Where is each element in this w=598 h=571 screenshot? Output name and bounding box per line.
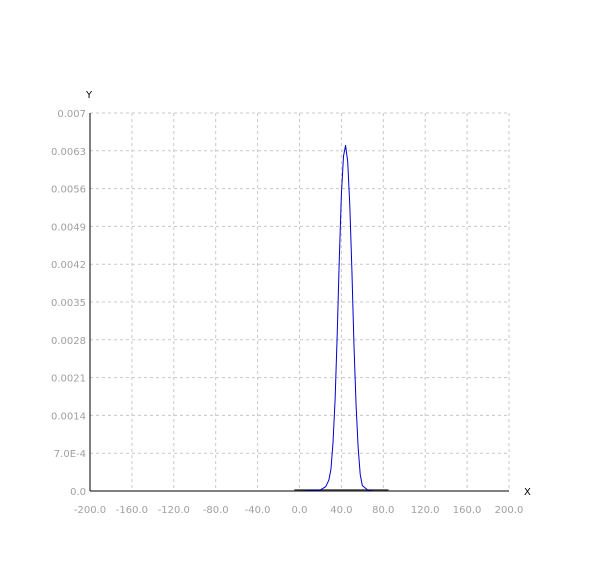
y-tick-label: 0.0014 [51,411,86,422]
y-tick-label: 0.0028 [51,336,86,347]
x-tick-label: -120.0 [158,505,190,516]
x-tick-label: -40.0 [245,505,271,516]
y-tick-label: 0.0063 [51,147,86,158]
x-tick-label: 80.0 [372,505,394,516]
y-tick-label: 0.0 [70,487,86,498]
y-tick-label: 0.0049 [51,222,86,233]
y-tick-labels: 0.0 7.0E-4 0.0014 0.0021 0.0028 0.0035 0.0042 0… [51,109,86,498]
y-tick-label: 0.0035 [51,298,86,309]
x-axis-title: X [524,487,531,498]
y-tick-label: 0.0056 [51,185,86,196]
grid-layer [89,112,510,492]
axis-layer [89,113,509,492]
y-tick-label: 0.007 [57,109,86,120]
x-tick-label: -200.0 [74,505,106,516]
y-tick-label: 0.0021 [51,374,86,385]
x-tick-label: 120.0 [411,505,440,516]
x-tick-label: 0.0 [292,505,308,516]
x-tick-label: -160.0 [116,505,148,516]
y-axis-title: Y [85,90,93,101]
x-tick-label: 40.0 [330,505,352,516]
x-tick-labels: -200.0 -160.0 -120.0 -80.0 -40.0 0.0 40.0 80.0 1… [74,505,523,516]
y-tick-label: 7.0E-4 [54,449,86,460]
series-line [100,144,483,492]
x-tick-label: 160.0 [453,505,482,516]
x-tick-label: 200.0 [495,505,524,516]
series-layer [100,144,483,492]
y-tick-label: 0.0042 [51,260,86,271]
x-tick-label: -80.0 [203,505,229,516]
